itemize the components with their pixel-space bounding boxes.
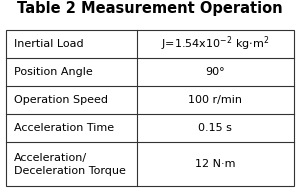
Text: J=1.54x10$^{-2}$ kg$\cdot$m$^{2}$: J=1.54x10$^{-2}$ kg$\cdot$m$^{2}$ [161, 34, 269, 53]
Text: Position Angle: Position Angle [14, 67, 92, 77]
Text: 100 r/min: 100 r/min [188, 95, 242, 105]
Text: Acceleration Time: Acceleration Time [14, 123, 114, 133]
Text: Operation Speed: Operation Speed [14, 95, 107, 105]
Text: Inertial Load: Inertial Load [14, 39, 83, 49]
Text: 12 N·m: 12 N·m [195, 159, 236, 169]
Text: Table 2 Measurement Operation: Table 2 Measurement Operation [17, 1, 283, 16]
Text: 0.15 s: 0.15 s [198, 123, 232, 133]
Text: Acceleration/
Deceleration Torque: Acceleration/ Deceleration Torque [14, 153, 125, 176]
Bar [6, 30, 294, 186]
Text: 90°: 90° [206, 67, 225, 77]
